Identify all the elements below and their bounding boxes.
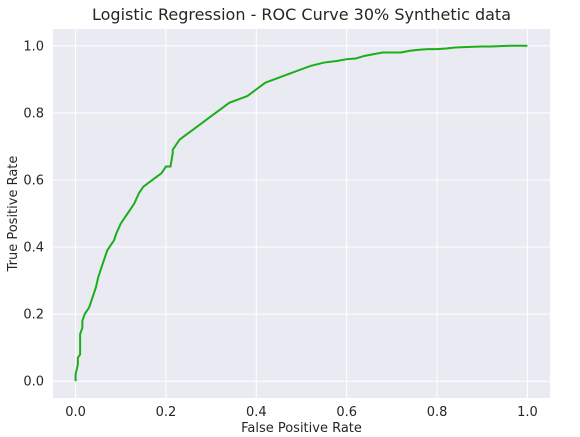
- x-tick-label: 0.8: [427, 405, 448, 420]
- y-tick-label: 1.0: [23, 39, 44, 54]
- roc-curve-line: [74, 44, 528, 382]
- y-axis-label: True Positive Rate: [6, 156, 21, 273]
- chart-title: Logistic Regression - ROC Curve 30% Synt…: [92, 5, 511, 24]
- x-tick-labels: 0.0 0.2 0.4 0.6 0.8 1.0: [65, 405, 538, 420]
- x-tick-label: 0.2: [156, 405, 177, 420]
- y-tick-label: 0.2: [23, 308, 44, 323]
- x-axis-label: False Positive Rate: [241, 421, 362, 436]
- x-tick-label: 0.0: [65, 405, 86, 420]
- x-tick-label: 1.0: [517, 405, 538, 420]
- y-tick-label: 0.8: [23, 106, 44, 121]
- y-tick-label: 0.4: [23, 241, 44, 256]
- y-tick-label: 0.0: [23, 375, 44, 390]
- x-tick-label: 0.6: [336, 405, 357, 420]
- plot-area: [53, 29, 550, 398]
- y-tick-label: 0.6: [23, 173, 44, 188]
- y-tick-labels: 0.0 0.2 0.4 0.6 0.8 1.0: [23, 39, 44, 389]
- x-tick-label: 0.4: [246, 405, 267, 420]
